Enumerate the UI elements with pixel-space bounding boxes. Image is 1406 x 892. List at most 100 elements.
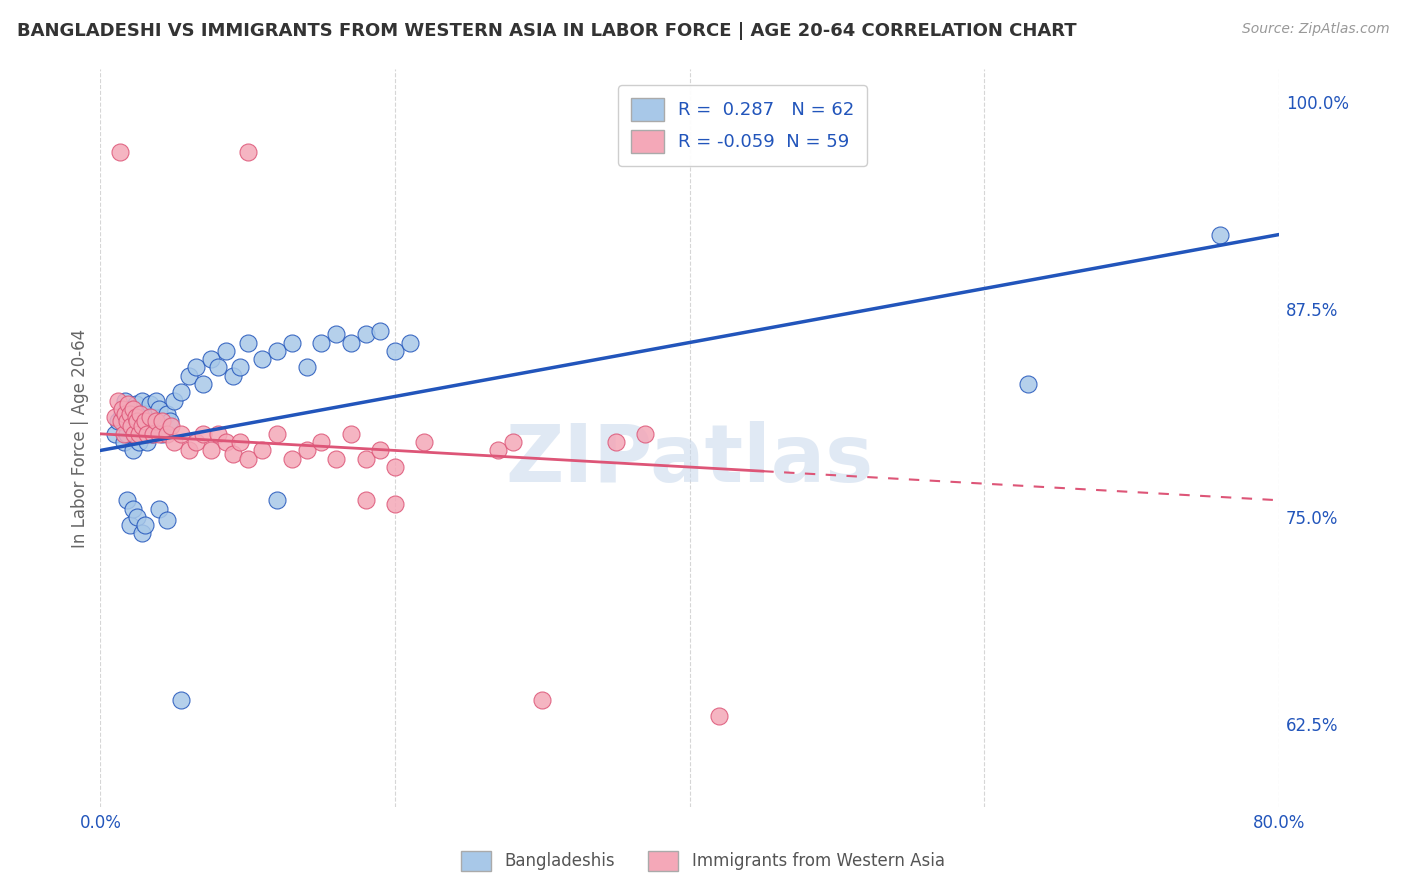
Point — [252, 352, 274, 367]
Point — [384, 460, 406, 475]
Point — [127, 413, 149, 427]
Point — [125, 410, 148, 425]
Point — [214, 435, 236, 450]
Point — [236, 145, 259, 159]
Point — [131, 526, 153, 541]
Point — [170, 692, 193, 706]
Point — [222, 368, 245, 383]
Point — [118, 401, 141, 416]
Point — [1209, 227, 1232, 242]
Point — [236, 451, 259, 466]
Point — [384, 497, 406, 511]
Point — [311, 435, 333, 450]
Point — [107, 413, 129, 427]
Point — [138, 413, 160, 427]
Text: ZIPatlas: ZIPatlas — [506, 421, 873, 500]
Point — [107, 393, 129, 408]
Point — [134, 413, 156, 427]
Point — [413, 435, 436, 450]
Point — [177, 443, 200, 458]
Point — [134, 407, 156, 421]
Point — [368, 324, 391, 338]
Point — [136, 435, 159, 450]
Point — [214, 343, 236, 358]
Point — [163, 393, 186, 408]
Point — [142, 426, 165, 441]
Point — [104, 410, 127, 425]
Point — [150, 426, 173, 441]
Point — [117, 397, 139, 411]
Point — [142, 410, 165, 425]
Point — [148, 501, 170, 516]
Point — [229, 435, 252, 450]
Point — [148, 426, 170, 441]
Point — [121, 401, 143, 416]
Point — [159, 413, 181, 427]
Point — [122, 426, 145, 441]
Point — [170, 426, 193, 441]
Point — [125, 397, 148, 411]
Point — [136, 426, 159, 441]
Point — [311, 335, 333, 350]
Point — [156, 407, 179, 421]
Point — [252, 443, 274, 458]
Point — [108, 145, 131, 159]
Point — [150, 413, 173, 427]
Point — [170, 385, 193, 400]
Point — [115, 426, 138, 441]
Point — [127, 413, 149, 427]
Point — [368, 443, 391, 458]
Point — [127, 509, 149, 524]
Point — [131, 393, 153, 408]
Point — [160, 418, 183, 433]
Point — [111, 401, 134, 416]
Point — [118, 518, 141, 533]
Point — [134, 518, 156, 533]
Point — [139, 410, 162, 425]
Point — [325, 327, 347, 342]
Point — [121, 443, 143, 458]
Point — [605, 435, 627, 450]
Point — [117, 410, 139, 425]
Point — [156, 513, 179, 527]
Point — [104, 426, 127, 441]
Legend: R =  0.287   N = 62, R = -0.059  N = 59: R = 0.287 N = 62, R = -0.059 N = 59 — [619, 85, 868, 166]
Point — [115, 493, 138, 508]
Point — [207, 360, 229, 375]
Point — [112, 426, 135, 441]
Point — [114, 407, 136, 421]
Point — [295, 360, 318, 375]
Legend: Bangladeshis, Immigrants from Western Asia: Bangladeshis, Immigrants from Western As… — [453, 842, 953, 880]
Point — [354, 451, 377, 466]
Point — [634, 426, 657, 441]
Point — [325, 451, 347, 466]
Point — [339, 426, 361, 441]
Point — [193, 426, 215, 441]
Point — [141, 842, 163, 856]
Point — [114, 393, 136, 408]
Point — [129, 410, 152, 425]
Point — [236, 335, 259, 350]
Text: Source: ZipAtlas.com: Source: ZipAtlas.com — [1241, 22, 1389, 37]
Point — [139, 397, 162, 411]
Point — [184, 435, 207, 450]
Point — [207, 426, 229, 441]
Point — [531, 692, 554, 706]
Point — [112, 435, 135, 450]
Point — [141, 426, 163, 441]
Point — [339, 335, 361, 350]
Point — [266, 493, 288, 508]
Point — [200, 443, 222, 458]
Point — [110, 413, 132, 427]
Point — [129, 407, 152, 421]
Point — [115, 413, 138, 427]
Point — [177, 368, 200, 383]
Point — [132, 426, 155, 441]
Point — [222, 447, 245, 461]
Point — [128, 426, 150, 441]
Point — [135, 418, 157, 433]
Point — [502, 435, 524, 450]
Point — [131, 418, 153, 433]
Point — [120, 418, 142, 433]
Point — [122, 426, 145, 441]
